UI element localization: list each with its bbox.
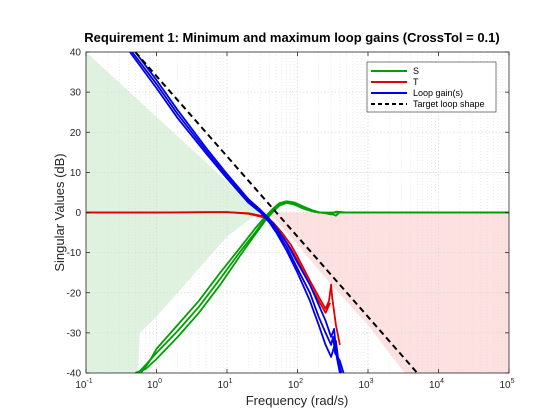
y-tick-label: -20 (67, 288, 82, 299)
series-s (134, 200, 509, 373)
series-line (134, 201, 509, 373)
legend-label: S (413, 66, 419, 76)
series-loop-gain-s- (129, 52, 345, 373)
x-tick-label: 103 (358, 378, 373, 391)
series-lines (86, 52, 509, 373)
series-line (131, 52, 345, 373)
x-tick-label: 104 (429, 378, 444, 391)
axis-ticks: 10-1 100 101 102 103 104 105 -40 -30 -20 -10 0 10 20 3… (67, 48, 515, 392)
x-tick-label: 101 (217, 378, 232, 391)
x-tick-label: 100 (147, 378, 162, 391)
series-line (137, 201, 509, 373)
y-tick-label: 20 (70, 128, 82, 139)
x-axis-label: Frequency (rad/s) (246, 393, 349, 408)
series-line (134, 52, 341, 373)
y-axis-label: Singular Values (dB) (52, 153, 67, 271)
legend-label: Loop gain(s) (413, 88, 463, 98)
y-tick-label: -40 (67, 369, 82, 380)
x-tick-label: 105 (499, 378, 514, 391)
grid-lines (85, 51, 509, 374)
x-tick-label: 10-1 (75, 378, 92, 391)
chart-title: Requirement 1: Minimum and maximum loop … (84, 30, 499, 45)
y-tick-label: -30 (67, 328, 82, 339)
y-tick-label: -10 (67, 248, 82, 259)
series-line (134, 52, 419, 373)
y-tick-label: 10 (70, 168, 82, 179)
y-tick-label: 40 (70, 48, 82, 59)
legend-label: T (413, 77, 419, 87)
series-target-loop-shape (134, 52, 419, 373)
y-tick-label: 0 (75, 208, 81, 219)
series-line (129, 52, 343, 373)
legend-label: Target loop shape (413, 99, 485, 109)
y-tick-label: 30 (70, 88, 82, 99)
x-tick-label: 102 (288, 378, 303, 391)
